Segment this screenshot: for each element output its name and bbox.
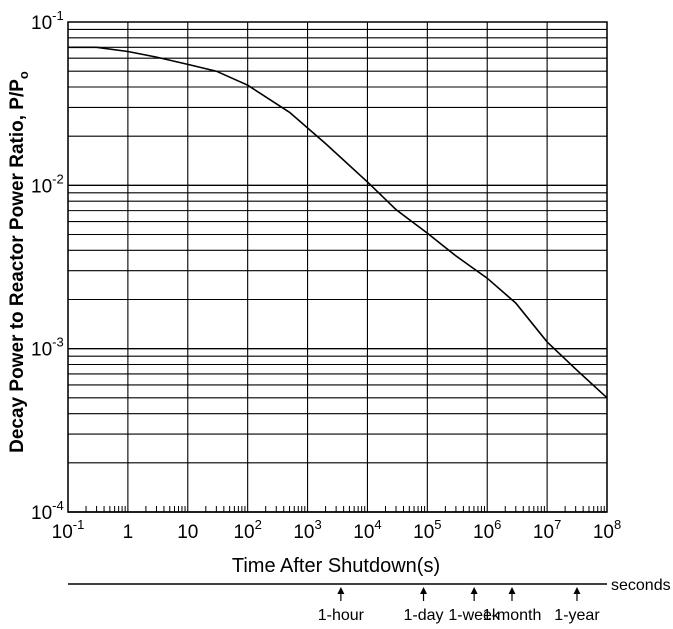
x-tick-exponent: 5 xyxy=(434,517,441,532)
timeline-marker-arrowhead xyxy=(508,587,516,594)
x-tick-label: 108 xyxy=(593,517,621,543)
x-axis-title: Time After Shutdown(s) xyxy=(232,555,440,577)
x-tick-base: 10 xyxy=(353,522,374,543)
x-tick-base: 10 xyxy=(177,522,198,543)
x-tick-label: 10-1 xyxy=(52,517,85,543)
x-tick-base: 10 xyxy=(293,522,314,543)
x-tick-label: 106 xyxy=(473,517,501,543)
x-tick-exponent: 3 xyxy=(315,517,322,532)
x-tick-exponent: 2 xyxy=(255,517,262,532)
grid xyxy=(67,22,608,513)
y-tick-exponent: -1 xyxy=(52,8,64,23)
y-tick-label: 10-1 xyxy=(31,8,64,34)
x-tick-exponent: -1 xyxy=(73,517,85,532)
timeline-marker-arrowhead xyxy=(573,587,581,594)
x-tick-labels: 10-1 1 10 102 103 104 105 106 107 108 xyxy=(52,517,622,543)
timeline-marker-label: 1-week xyxy=(448,607,501,624)
timeline-marker-arrowhead xyxy=(337,587,345,594)
timeline-marker-arrowhead xyxy=(420,587,428,594)
timeline-marker-label: 1-day xyxy=(404,607,444,624)
x-tick-exponent: 6 xyxy=(494,517,501,532)
y-tick-base: 10 xyxy=(31,13,52,34)
y-tick-base: 10 xyxy=(31,503,52,524)
x-tick-label: 10 xyxy=(177,522,198,543)
y-tick-label: 10-3 xyxy=(31,335,64,361)
x-tick-base: 1 xyxy=(123,522,134,543)
x-tick-label: 105 xyxy=(413,517,441,543)
y-tick-label: 10-4 xyxy=(31,498,64,524)
plot-frame xyxy=(67,21,608,513)
y-tick-base: 10 xyxy=(31,340,52,361)
x-tick-label: 1 xyxy=(123,522,134,543)
timeline-marker-label: 1-hour xyxy=(318,607,365,624)
x-tick-base: 10 xyxy=(473,522,494,543)
y-tick-labels: 10-110-210-310-4 xyxy=(31,8,64,524)
decay-curve xyxy=(68,46,608,399)
x-tick-label: 104 xyxy=(353,517,381,543)
timeline-marker-label: 1-month xyxy=(483,607,542,624)
x-tick-label: 103 xyxy=(293,517,321,543)
x-tick-base: 10 xyxy=(533,522,554,543)
x-minor-ticks xyxy=(85,506,605,512)
y-tick-base: 10 xyxy=(31,176,52,197)
y-tick-exponent: -3 xyxy=(52,335,64,350)
x-tick-exponent: 7 xyxy=(554,517,561,532)
x-tick-label: 107 xyxy=(533,517,561,543)
y-tick-exponent: -4 xyxy=(52,498,64,513)
y-tick-exponent: -2 xyxy=(52,171,64,186)
y-axis-title: Decay Power to Reactor Power Ratio, P/Po xyxy=(7,71,31,453)
timeline-marker-label: 1-year xyxy=(554,607,600,624)
x-tick-exponent: 8 xyxy=(614,517,621,532)
x-tick-label: 102 xyxy=(233,517,261,543)
timeline-unit-label: seconds xyxy=(611,577,671,594)
y-tick-label: 10-2 xyxy=(31,171,64,197)
x-tick-base: 10 xyxy=(52,522,73,543)
y-axis-title-subscript: o xyxy=(16,71,31,79)
x-tick-base: 10 xyxy=(233,522,254,543)
x-tick-base: 10 xyxy=(413,522,434,543)
x-tick-base: 10 xyxy=(593,522,614,543)
y-axis-title-main: Decay Power to Reactor Power Ratio, P/P xyxy=(7,79,28,453)
timeline-marker-arrowhead xyxy=(470,587,478,594)
x-tick-exponent: 4 xyxy=(374,517,381,532)
